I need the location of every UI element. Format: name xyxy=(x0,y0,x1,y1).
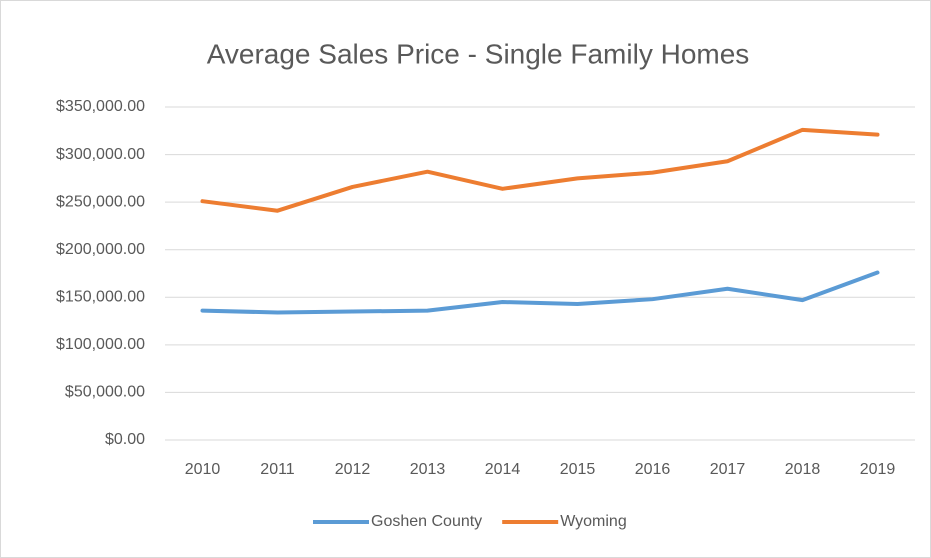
x-tick-label: 2014 xyxy=(485,461,521,478)
y-tick-label: $300,000.00 xyxy=(56,146,145,163)
x-tick-label: 2018 xyxy=(785,461,821,478)
x-tick-label: 2011 xyxy=(260,461,295,478)
x-tick-label: 2013 xyxy=(410,461,446,478)
x-tick-label: 2016 xyxy=(635,461,671,478)
x-tick-label: 2017 xyxy=(710,461,746,478)
x-tick-label: 2012 xyxy=(335,461,371,478)
x-tick-label: 2015 xyxy=(560,461,596,478)
y-tick-label: $0.00 xyxy=(105,431,145,448)
y-tick-label: $150,000.00 xyxy=(56,289,145,306)
x-tick-label: 2019 xyxy=(860,461,896,478)
y-tick-label: $50,000.00 xyxy=(65,384,145,401)
series-line xyxy=(200,127,880,213)
series-line xyxy=(200,270,880,315)
y-tick-label: $350,000.00 xyxy=(56,98,145,115)
y-tick-label: $200,000.00 xyxy=(56,241,145,258)
legend-label: Goshen County xyxy=(371,513,482,530)
y-tick-label: $250,000.00 xyxy=(56,193,145,210)
x-tick-label: 2010 xyxy=(185,461,221,478)
legend-label: Wyoming xyxy=(560,513,627,530)
chart-title: Average Sales Price - Single Family Home… xyxy=(207,38,750,69)
y-tick-label: $100,000.00 xyxy=(56,336,145,353)
